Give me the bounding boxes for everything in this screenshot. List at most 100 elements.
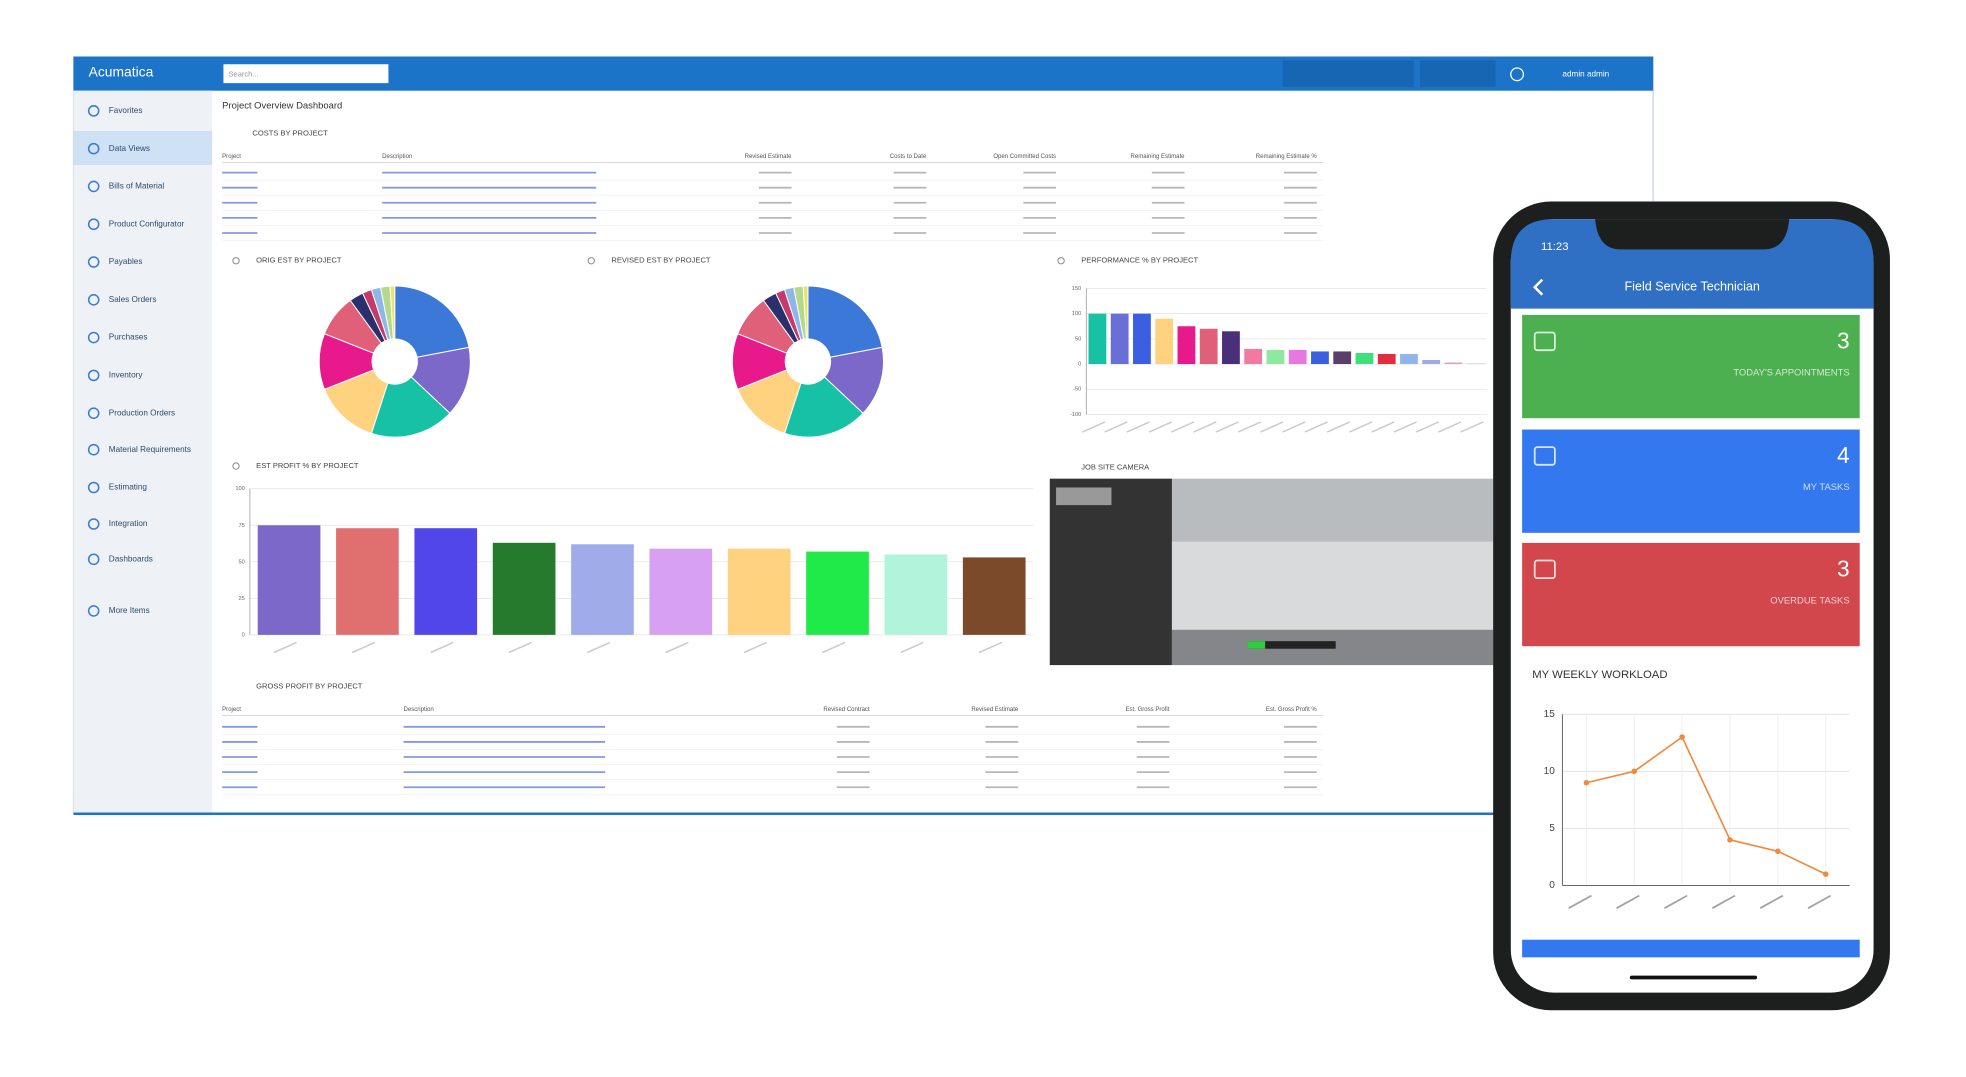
sidebar-item[interactable]: Bills of Material xyxy=(109,182,165,191)
x-label-smudge xyxy=(1215,421,1239,433)
line-point[interactable] xyxy=(1583,779,1590,786)
back-button[interactable] xyxy=(1532,278,1544,296)
sidebar-item[interactable]: Payables xyxy=(109,257,143,266)
tile-value: 3 xyxy=(1837,328,1850,354)
bar[interactable] xyxy=(1222,331,1240,365)
tile-label: MY TASKS xyxy=(1803,482,1850,493)
help-icon[interactable] xyxy=(1510,67,1525,82)
tile[interactable] xyxy=(1522,542,1860,647)
x-label-smudge xyxy=(1237,421,1262,433)
bar[interactable] xyxy=(727,548,791,635)
sidebar-item[interactable]: Data Views xyxy=(109,144,150,153)
y-tick-label: 25 xyxy=(239,596,245,602)
bar[interactable] xyxy=(1110,313,1129,365)
sidebar-item[interactable]: Estimating xyxy=(109,483,148,492)
user-name[interactable]: admin admin xyxy=(1562,69,1609,78)
camera-progress[interactable] xyxy=(1247,641,1336,649)
x-label-smudge xyxy=(1415,421,1440,433)
date-selector[interactable] xyxy=(1420,60,1496,87)
bar[interactable] xyxy=(1311,351,1329,365)
y-tick-label: -100 xyxy=(1070,412,1081,418)
bar[interactable] xyxy=(962,557,1026,635)
camera-snow xyxy=(1171,541,1494,630)
bar[interactable] xyxy=(1133,313,1151,365)
bar[interactable] xyxy=(1177,326,1196,365)
x-label-smudge xyxy=(743,641,768,654)
x-label-smudge xyxy=(1260,421,1284,433)
sidebar-item[interactable]: Product Configurator xyxy=(109,219,185,228)
search-box[interactable] xyxy=(223,64,389,84)
sidebar-item[interactable]: Purchases xyxy=(109,333,148,342)
bar[interactable] xyxy=(571,544,634,635)
y-tick-label: 0 xyxy=(242,632,245,638)
column-header: Revised Contract xyxy=(823,707,870,713)
bar[interactable] xyxy=(1444,362,1463,365)
bar[interactable] xyxy=(336,528,399,635)
bottom-tile[interactable] xyxy=(1522,939,1860,958)
tile[interactable] xyxy=(1522,429,1860,533)
line-point[interactable] xyxy=(1775,848,1781,855)
pie-slice xyxy=(807,285,883,358)
column-header: Est. Gross Profit xyxy=(1126,707,1170,713)
bar[interactable] xyxy=(1466,363,1485,365)
sidebar-item[interactable]: More Items xyxy=(109,606,150,615)
tile[interactable] xyxy=(1522,314,1860,419)
bar[interactable] xyxy=(414,528,478,635)
x-label-smudge xyxy=(978,641,1003,654)
line-point[interactable] xyxy=(1727,837,1733,843)
x-label-smudge xyxy=(1126,421,1150,433)
widget-icon xyxy=(587,257,595,265)
sidebar-icon xyxy=(87,294,100,306)
sidebar-item[interactable]: Sales Orders xyxy=(109,295,157,304)
bar[interactable] xyxy=(806,551,869,635)
bar[interactable] xyxy=(649,548,713,635)
sidebar-item[interactable]: Material Requirements xyxy=(109,445,191,454)
tile-icon xyxy=(1533,559,1556,580)
pie-slice xyxy=(370,376,451,438)
bar[interactable] xyxy=(884,554,948,635)
line-point[interactable] xyxy=(1822,871,1829,877)
x-label-smudge xyxy=(1807,894,1832,909)
line-point[interactable] xyxy=(1631,768,1638,775)
bar[interactable] xyxy=(1199,328,1218,365)
bar[interactable] xyxy=(1155,318,1174,365)
search-placeholder: Search... xyxy=(228,69,258,78)
x-label-smudge xyxy=(1304,421,1328,433)
sidebar-item[interactable]: Integration xyxy=(109,519,148,528)
bar[interactable] xyxy=(1377,353,1396,365)
y-tick-label: 15 xyxy=(1544,709,1556,720)
y-tick-label: 75 xyxy=(239,523,245,529)
x-label-smudge xyxy=(1371,421,1395,433)
sidebar-item[interactable]: Dashboards xyxy=(109,554,153,563)
sidebar-icon xyxy=(87,256,100,268)
sidebar-item[interactable]: Production Orders xyxy=(109,408,175,417)
camera-progress-fill xyxy=(1247,641,1266,649)
bar[interactable] xyxy=(492,542,556,635)
bar[interactable] xyxy=(1088,313,1107,365)
sidebar-item[interactable]: Inventory xyxy=(109,371,144,380)
bar[interactable] xyxy=(1400,353,1418,365)
x-label-smudge xyxy=(273,641,297,654)
widget-title: EST PROFIT % BY PROJECT xyxy=(256,461,359,470)
widget-icon xyxy=(1057,257,1065,265)
x-label-smudge xyxy=(1193,421,1217,433)
y-tick-label: 5 xyxy=(1549,823,1555,834)
bar[interactable] xyxy=(257,525,321,635)
bar[interactable] xyxy=(1333,351,1352,365)
widget-title: PERFORMANCE % BY PROJECT xyxy=(1081,256,1198,265)
bar[interactable] xyxy=(1244,348,1263,365)
y-tick-label: 10 xyxy=(1544,766,1556,777)
bar[interactable] xyxy=(1355,352,1374,365)
bar[interactable] xyxy=(1266,349,1285,365)
branch-selector[interactable] xyxy=(1282,60,1414,87)
sidebar-icon xyxy=(87,142,100,155)
x-label-smudge xyxy=(665,641,689,654)
sidebar-item[interactable]: Favorites xyxy=(109,106,143,115)
bar[interactable] xyxy=(1422,360,1441,365)
sidebar xyxy=(73,90,213,814)
line-point[interactable] xyxy=(1679,734,1685,740)
y-tick-label: -50 xyxy=(1073,387,1081,393)
bar[interactable] xyxy=(1288,349,1307,365)
